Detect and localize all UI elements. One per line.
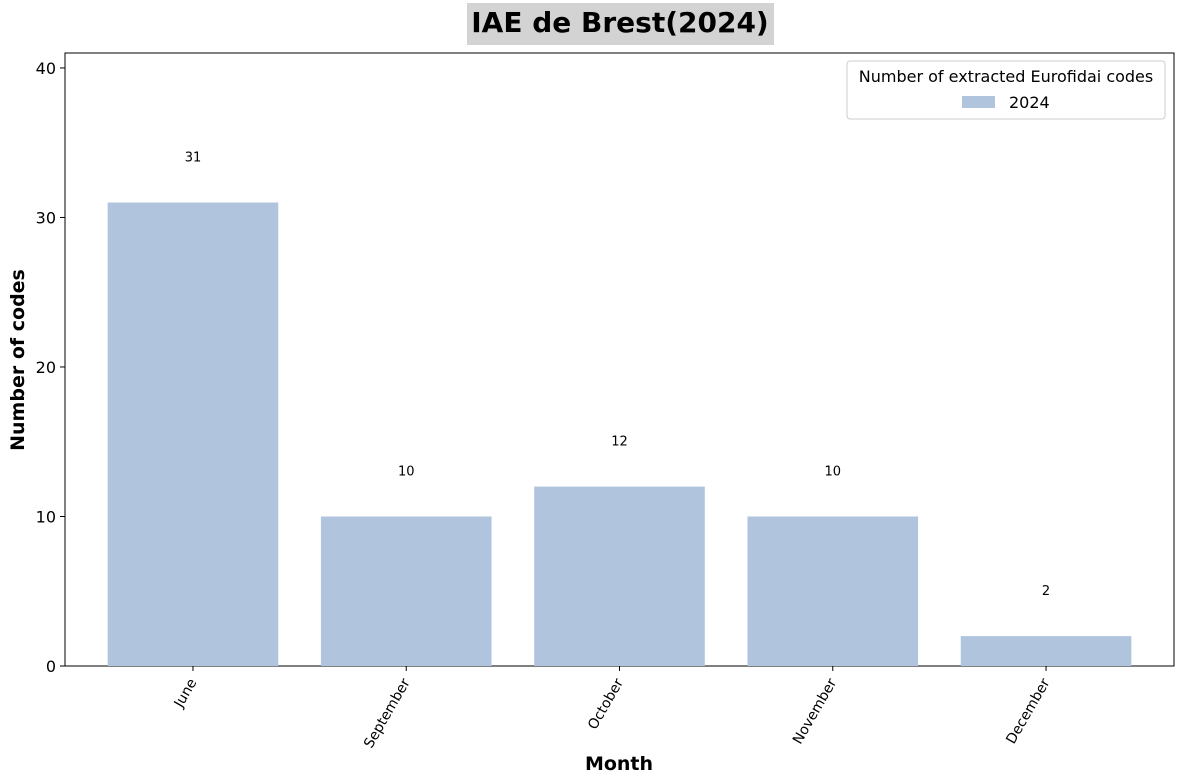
x-tick-label-june: June xyxy=(171,676,201,711)
legend-box xyxy=(846,60,1166,120)
y-tick-label: 0 xyxy=(46,657,56,676)
x-axis-label: Month xyxy=(585,753,653,775)
x-tick-label-november: November xyxy=(790,676,840,747)
bars-layer xyxy=(107,202,1132,666)
bar-september xyxy=(320,516,492,666)
bar-october xyxy=(534,486,705,666)
data-labels-layer: 31 10 12 10 2 xyxy=(185,151,1050,600)
data-label-october: 12 xyxy=(611,435,628,450)
legend-series-label: 2024 xyxy=(1009,93,1050,112)
bar-december xyxy=(960,636,1132,666)
x-axis-ticks: June September October November December xyxy=(171,666,1054,751)
data-label-june: 31 xyxy=(185,151,202,166)
x-tick-label-september: September xyxy=(361,676,414,751)
bar-june xyxy=(107,202,279,666)
data-label-september: 10 xyxy=(398,465,415,480)
title-background xyxy=(467,3,774,45)
y-axis-label: Number of codes xyxy=(7,269,29,451)
x-tick-label-december: December xyxy=(1003,676,1053,747)
chart-title: IAE de Brest(2024) xyxy=(471,6,768,39)
y-tick-label: 40 xyxy=(36,59,56,78)
y-tick-label: 30 xyxy=(36,208,56,227)
legend-swatch xyxy=(962,96,995,108)
legend-title: Number of extracted Eurofidai codes xyxy=(859,67,1153,86)
x-tick-label-october: October xyxy=(585,676,627,733)
y-axis-ticks: 0 10 20 30 40 xyxy=(36,59,65,676)
bar-november xyxy=(747,516,919,666)
legend: Number of extracted Eurofidai codes 2024 xyxy=(846,60,1166,120)
y-tick-label: 10 xyxy=(36,507,56,526)
data-label-november: 10 xyxy=(824,465,841,480)
y-tick-label: 20 xyxy=(36,358,56,377)
data-label-december: 2 xyxy=(1042,584,1050,599)
